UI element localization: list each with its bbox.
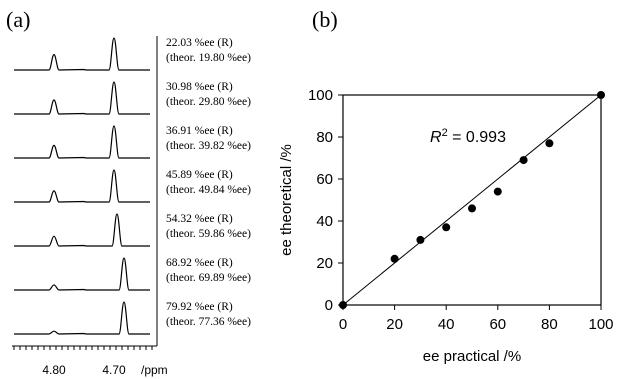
data-point xyxy=(416,235,425,244)
panel-a-nmr-spectra: (a) 22.03 %ee (R) (theor. 19.80 %ee) 30.98… xyxy=(6,7,251,377)
y-axis-title: ee theoretical /% xyxy=(278,144,295,256)
spectrum-theor-label: (theor. 69.89 %ee) xyxy=(166,272,251,284)
spectrum-theor-label: (theor. 29.80 %ee) xyxy=(166,96,251,108)
y-tick-label: 80 xyxy=(316,129,333,146)
r-value: = 0.993 xyxy=(448,129,506,146)
data-point xyxy=(339,301,347,309)
nmr-spectra-stack xyxy=(14,36,158,346)
r-superscript: 2 xyxy=(442,127,448,139)
ppm-axis: 4.80 4.70 /ppm xyxy=(12,345,168,377)
spectrum-ee-label: 22.03 %ee (R) xyxy=(166,37,233,49)
data-point xyxy=(597,91,605,99)
nmr-spectrum-trace xyxy=(14,125,150,159)
x-tick-label: 20 xyxy=(386,316,403,333)
panel-b-label: (b) xyxy=(312,7,338,32)
nmr-spectrum-trace xyxy=(14,169,150,203)
y-tick-label: 60 xyxy=(316,171,333,188)
nmr-spectrum-trace xyxy=(14,37,150,71)
spectrum-ee-label: 45.89 %ee (R) xyxy=(166,169,233,181)
ppm-tick-label-4-80: 4.80 xyxy=(42,363,66,377)
trendline xyxy=(342,94,602,306)
data-point xyxy=(442,223,451,232)
spectrum-theor-label: (theor. 49.84 %ee) xyxy=(166,184,251,196)
x-tick-label: 60 xyxy=(489,316,506,333)
spectrum-theor-label: (theor. 39.82 %ee) xyxy=(166,140,251,152)
spectrum-theor-label: (theor. 59.86 %ee) xyxy=(166,228,251,240)
data-point xyxy=(545,139,554,148)
axis-ticks xyxy=(338,94,602,310)
x-tick-labels: 0 20 40 60 80 100 xyxy=(339,316,614,333)
x-tick-label: 0 xyxy=(339,316,347,333)
y-tick-label: 100 xyxy=(308,87,333,104)
x-tick-label: 40 xyxy=(438,316,455,333)
nmr-spectrum-trace xyxy=(14,301,150,335)
spectra-labels: 22.03 %ee (R) (theor. 19.80 %ee) 30.98 %ee… xyxy=(166,37,251,328)
r-squared-annotation: R2 = 0.993 xyxy=(430,127,506,146)
ppm-tick-label-4-70: 4.70 xyxy=(102,363,126,377)
nmr-spectrum-trace xyxy=(14,81,150,115)
spectrum-theor-label: (theor. 19.80 %ee) xyxy=(166,52,251,64)
x-tick-label: 100 xyxy=(588,316,613,333)
panel-a-label: (a) xyxy=(6,7,30,32)
x-tick-label: 80 xyxy=(541,316,558,333)
y-tick-label: 20 xyxy=(316,255,333,272)
r-symbol: R xyxy=(430,129,442,146)
plot-frame xyxy=(342,94,602,306)
y-tick-label: 40 xyxy=(316,213,333,230)
y-tick-labels: 0 20 40 60 80 100 xyxy=(308,87,333,314)
x-axis-title: ee practical /% xyxy=(423,348,521,365)
nmr-spectrum-trace xyxy=(14,213,150,247)
spectrum-ee-label: 36.91 %ee (R) xyxy=(166,125,233,137)
spectrum-ee-label: 79.92 %ee (R) xyxy=(166,301,233,313)
data-point xyxy=(519,156,528,165)
data-points xyxy=(339,91,605,309)
spectrum-theor-label: (theor. 77.36 %ee) xyxy=(166,316,251,328)
ppm-axis-ticks xyxy=(13,346,153,350)
spectrum-ee-label: 54.32 %ee (R) xyxy=(166,213,233,225)
ppm-axis-unit: /ppm xyxy=(141,363,168,377)
data-point xyxy=(468,204,476,213)
spectrum-ee-label: 30.98 %ee (R) xyxy=(166,81,233,93)
data-point xyxy=(493,187,502,196)
y-tick-label: 0 xyxy=(325,297,333,314)
data-point xyxy=(390,254,399,263)
spectrum-ee-label: 68.92 %ee (R) xyxy=(166,257,233,269)
nmr-spectrum-trace xyxy=(14,257,150,291)
panel-b-scatter-chart: (b) 0 20 40 60 80 100 0 20 40 60 80 100 R2 = 0.993… xyxy=(278,7,614,365)
